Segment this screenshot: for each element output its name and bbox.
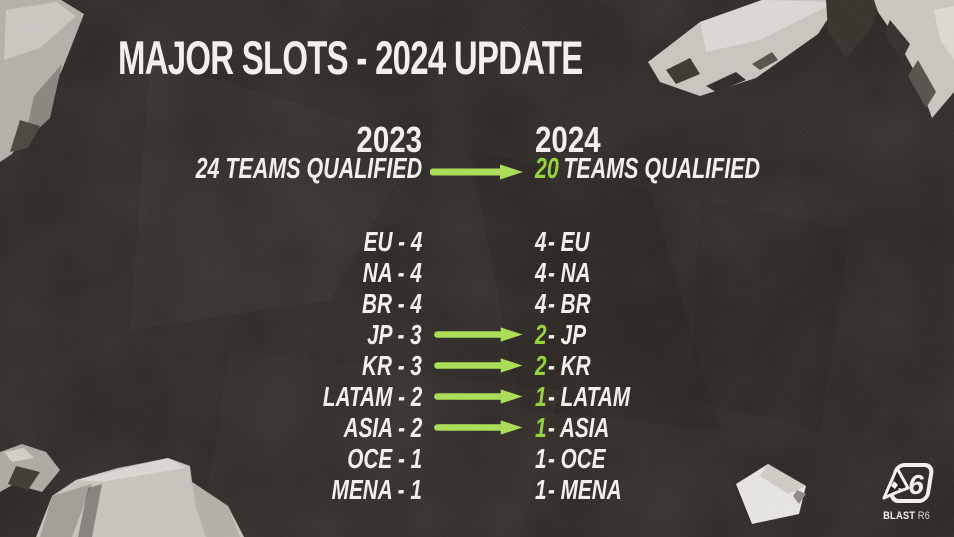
row-new-value: 1- OCE [535,442,800,474]
r6-siege-icon: 6 [882,463,934,503]
row-new-count: 1 [535,380,547,412]
change-arrow-icon [422,412,535,443]
r6-six-glyph: 6 [908,469,924,500]
row-new-value: 4- EU [535,225,800,257]
row-new-count: 1 [535,473,547,505]
row-new-count: 2 [535,349,547,381]
row-new-label: - EU [548,225,590,257]
row-new-value: 4- BR [535,287,800,319]
row-new-count: 1 [535,442,547,474]
year-2024-label: 2024 [535,119,601,160]
year-2023-label: 2023 [356,119,422,160]
blast-r6-logo: 6 BLAST R6 [872,462,942,524]
page-title: MAJOR SLOTS - 2024 UPDATE [118,31,583,84]
row-new-count: 2 [535,318,547,350]
row-new-label: - OCE [548,442,606,474]
blast-r6-wordmark: BLAST R6 [883,510,931,522]
row-old-value: JP - 3 [367,318,422,350]
row-new-value: 4- NA [535,256,800,288]
row-new-value: 1- ASIA [535,411,800,443]
row-new-value: 1- LATAM [535,380,800,412]
row-new-label: - NA [548,256,591,288]
change-arrow-icon [422,350,535,381]
row-old-value: OCE - 1 [347,442,422,474]
row-old-value: KR - 3 [362,349,422,381]
header-arrow-icon [430,164,523,180]
slots-table: EU - 4 4- EU NA - 4 4- NA BR - 4 4- BR J… [0,226,800,505]
row-new-count: 4 [535,225,547,257]
row-old-value: BR - 4 [362,287,422,319]
row-new-label: - BR [548,287,591,319]
row-new-label: - LATAM [548,380,631,412]
qualified-2024-label: 20 TEAMS QUALIFIED [535,153,761,185]
blast-triangle-icon [882,466,910,500]
row-old-value: ASIA - 2 [343,411,422,443]
row-new-count: 1 [535,411,547,443]
row-new-value: 2- JP [535,318,800,350]
row-new-value: 1- MENA [535,473,800,505]
row-old-value: NA - 4 [362,256,422,288]
row-new-count: 4 [535,287,547,319]
row-new-label: - JP [548,318,587,350]
row-new-value: 2- KR [535,349,800,381]
row-new-count: 4 [535,256,547,288]
row-old-value: EU - 4 [363,225,422,257]
row-new-label: - KR [548,349,591,381]
row-new-label: - MENA [548,473,622,505]
qualified-2024-count: 20 [535,153,559,185]
qualified-2023-label: 24 TEAMS QUALIFIED [195,153,422,185]
row-new-label: - ASIA [548,411,610,443]
row-old-value: LATAM - 2 [322,380,422,412]
change-arrow-icon [422,319,535,350]
row-old-value: MENA - 1 [331,473,422,505]
change-arrow-icon [422,381,535,412]
